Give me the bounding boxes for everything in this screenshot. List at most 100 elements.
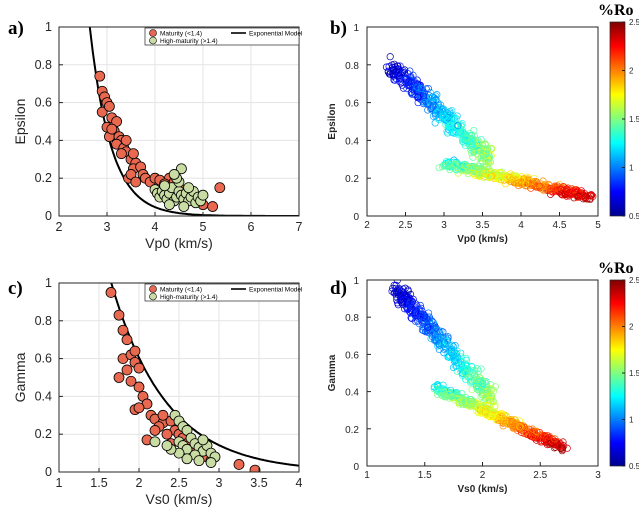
- ro-point: [440, 349, 448, 357]
- ro-point: [495, 175, 503, 184]
- ro-point: [528, 425, 536, 433]
- ro-point: [490, 409, 498, 417]
- ro-point: [439, 112, 448, 120]
- ro-point: [431, 335, 439, 343]
- ro-point: [458, 369, 466, 377]
- y-tick-label: 0.4: [345, 136, 359, 147]
- y-tick-label: 0.6: [35, 352, 52, 366]
- ro-point: [437, 333, 445, 342]
- ro-point: [413, 76, 421, 84]
- ro-point: [408, 88, 416, 96]
- x-tick-label: 4.5: [553, 220, 567, 231]
- x-tick-label: 5: [595, 220, 601, 231]
- legend-box: [144, 283, 300, 302]
- maturity-point: [120, 134, 132, 146]
- panel-label: b): [330, 18, 347, 39]
- x-tick-label: 3.5: [476, 220, 490, 231]
- ro-point: [478, 406, 486, 414]
- maturity-point: [214, 182, 226, 194]
- y-tick-label: 0.6: [345, 350, 359, 361]
- ro-point: [468, 399, 476, 407]
- y-tick-label: 0.2: [35, 171, 52, 185]
- ro-point: [531, 433, 539, 441]
- ro-point: [458, 128, 466, 136]
- y-tick-label: 0: [45, 209, 52, 223]
- ro-point: [439, 110, 447, 118]
- colorbar-tick-label: 0.5: [629, 462, 639, 471]
- legend-high-maturity-label: High-maturity (>1.4): [160, 38, 218, 45]
- maturity-point: [113, 309, 125, 321]
- panel-label: c): [8, 278, 23, 299]
- high-maturity-point: [161, 440, 173, 451]
- y-tick-label: 1: [45, 20, 52, 34]
- maturity-point: [249, 464, 261, 472]
- ro-point: [424, 106, 432, 114]
- colorbar-tick-label: 2: [629, 67, 634, 76]
- high-maturity-point: [163, 199, 175, 211]
- ro-point: [398, 287, 406, 296]
- colorbar-tick-label: 1: [629, 416, 634, 425]
- ro-point: [443, 129, 452, 137]
- maturity-point: [129, 345, 141, 357]
- legend-high-maturity-marker: [149, 292, 157, 301]
- ro-point: [463, 356, 471, 364]
- ro-point: [533, 180, 541, 188]
- y-axis-label: Gamma: [327, 354, 338, 391]
- ro-point: [503, 174, 511, 182]
- maturity-point: [116, 148, 127, 160]
- panel-b: 2 2.5 3 3.5 4 4.5 5 0 0.2 0.4 0.6 0.8 1 Vp0 (km/s) Eps…: [327, 2, 639, 245]
- y-tick-label: 1: [353, 276, 359, 287]
- y-tick-label: 0: [353, 212, 359, 223]
- ro-point: [435, 345, 443, 354]
- ro-point: [470, 126, 478, 134]
- ro-point: [468, 137, 476, 145]
- ro-point: [464, 365, 472, 374]
- ro-point: [486, 153, 494, 161]
- ro-point: [497, 169, 505, 177]
- ro-point: [460, 367, 468, 375]
- ro-point: [462, 134, 470, 142]
- ro-point: [571, 189, 579, 198]
- ro-point: [418, 318, 426, 326]
- x-tick-label: 1.5: [418, 470, 432, 481]
- x-tick-label: 3: [595, 470, 601, 481]
- ro-point: [392, 287, 400, 295]
- ro-point: [432, 324, 440, 332]
- ro-point: [484, 391, 492, 399]
- colorbar-tick-label: 0.5: [629, 212, 639, 221]
- high-maturity-point: [159, 180, 171, 192]
- ro-point: [394, 301, 402, 309]
- ro-point: [547, 187, 555, 195]
- ro-point: [470, 169, 478, 178]
- x-tick-label: 1: [56, 476, 63, 490]
- panel-a: 2 3 4 5 6 7 0 0.2 0.4 0.6 0.8 1 Vp0 (km/s) Epsilon a) M…: [8, 18, 303, 251]
- ro-point: [469, 162, 477, 170]
- colorbar-tick-label: 1.5: [629, 115, 639, 124]
- plot-area: [105, 283, 299, 472]
- ro-point: [386, 70, 394, 78]
- ro-point: [448, 341, 456, 349]
- ro-point: [421, 99, 429, 107]
- ro-point: [419, 326, 427, 334]
- maturity-point: [161, 428, 173, 440]
- ro-point: [399, 288, 407, 297]
- ro-point: [537, 180, 546, 188]
- ro-point: [447, 348, 456, 356]
- maturity-point: [105, 287, 117, 298]
- ro-point: [551, 435, 559, 443]
- ro-point: [398, 300, 407, 308]
- ro-point: [442, 393, 450, 401]
- ro-point: [499, 417, 507, 425]
- ro-point: [531, 178, 539, 186]
- ro-point: [430, 328, 438, 336]
- high-maturity-point: [181, 453, 193, 465]
- high-maturity-point: [197, 189, 209, 201]
- y-axis-label: Epsilon: [327, 103, 338, 139]
- ro-point: [514, 179, 522, 187]
- colorbar-tick-label: 2: [629, 323, 634, 332]
- maturity-point: [127, 148, 139, 160]
- ro-point: [445, 160, 453, 168]
- ro-point: [570, 186, 579, 194]
- x-tick-label: 5: [200, 220, 207, 234]
- maturity-point: [113, 372, 125, 383]
